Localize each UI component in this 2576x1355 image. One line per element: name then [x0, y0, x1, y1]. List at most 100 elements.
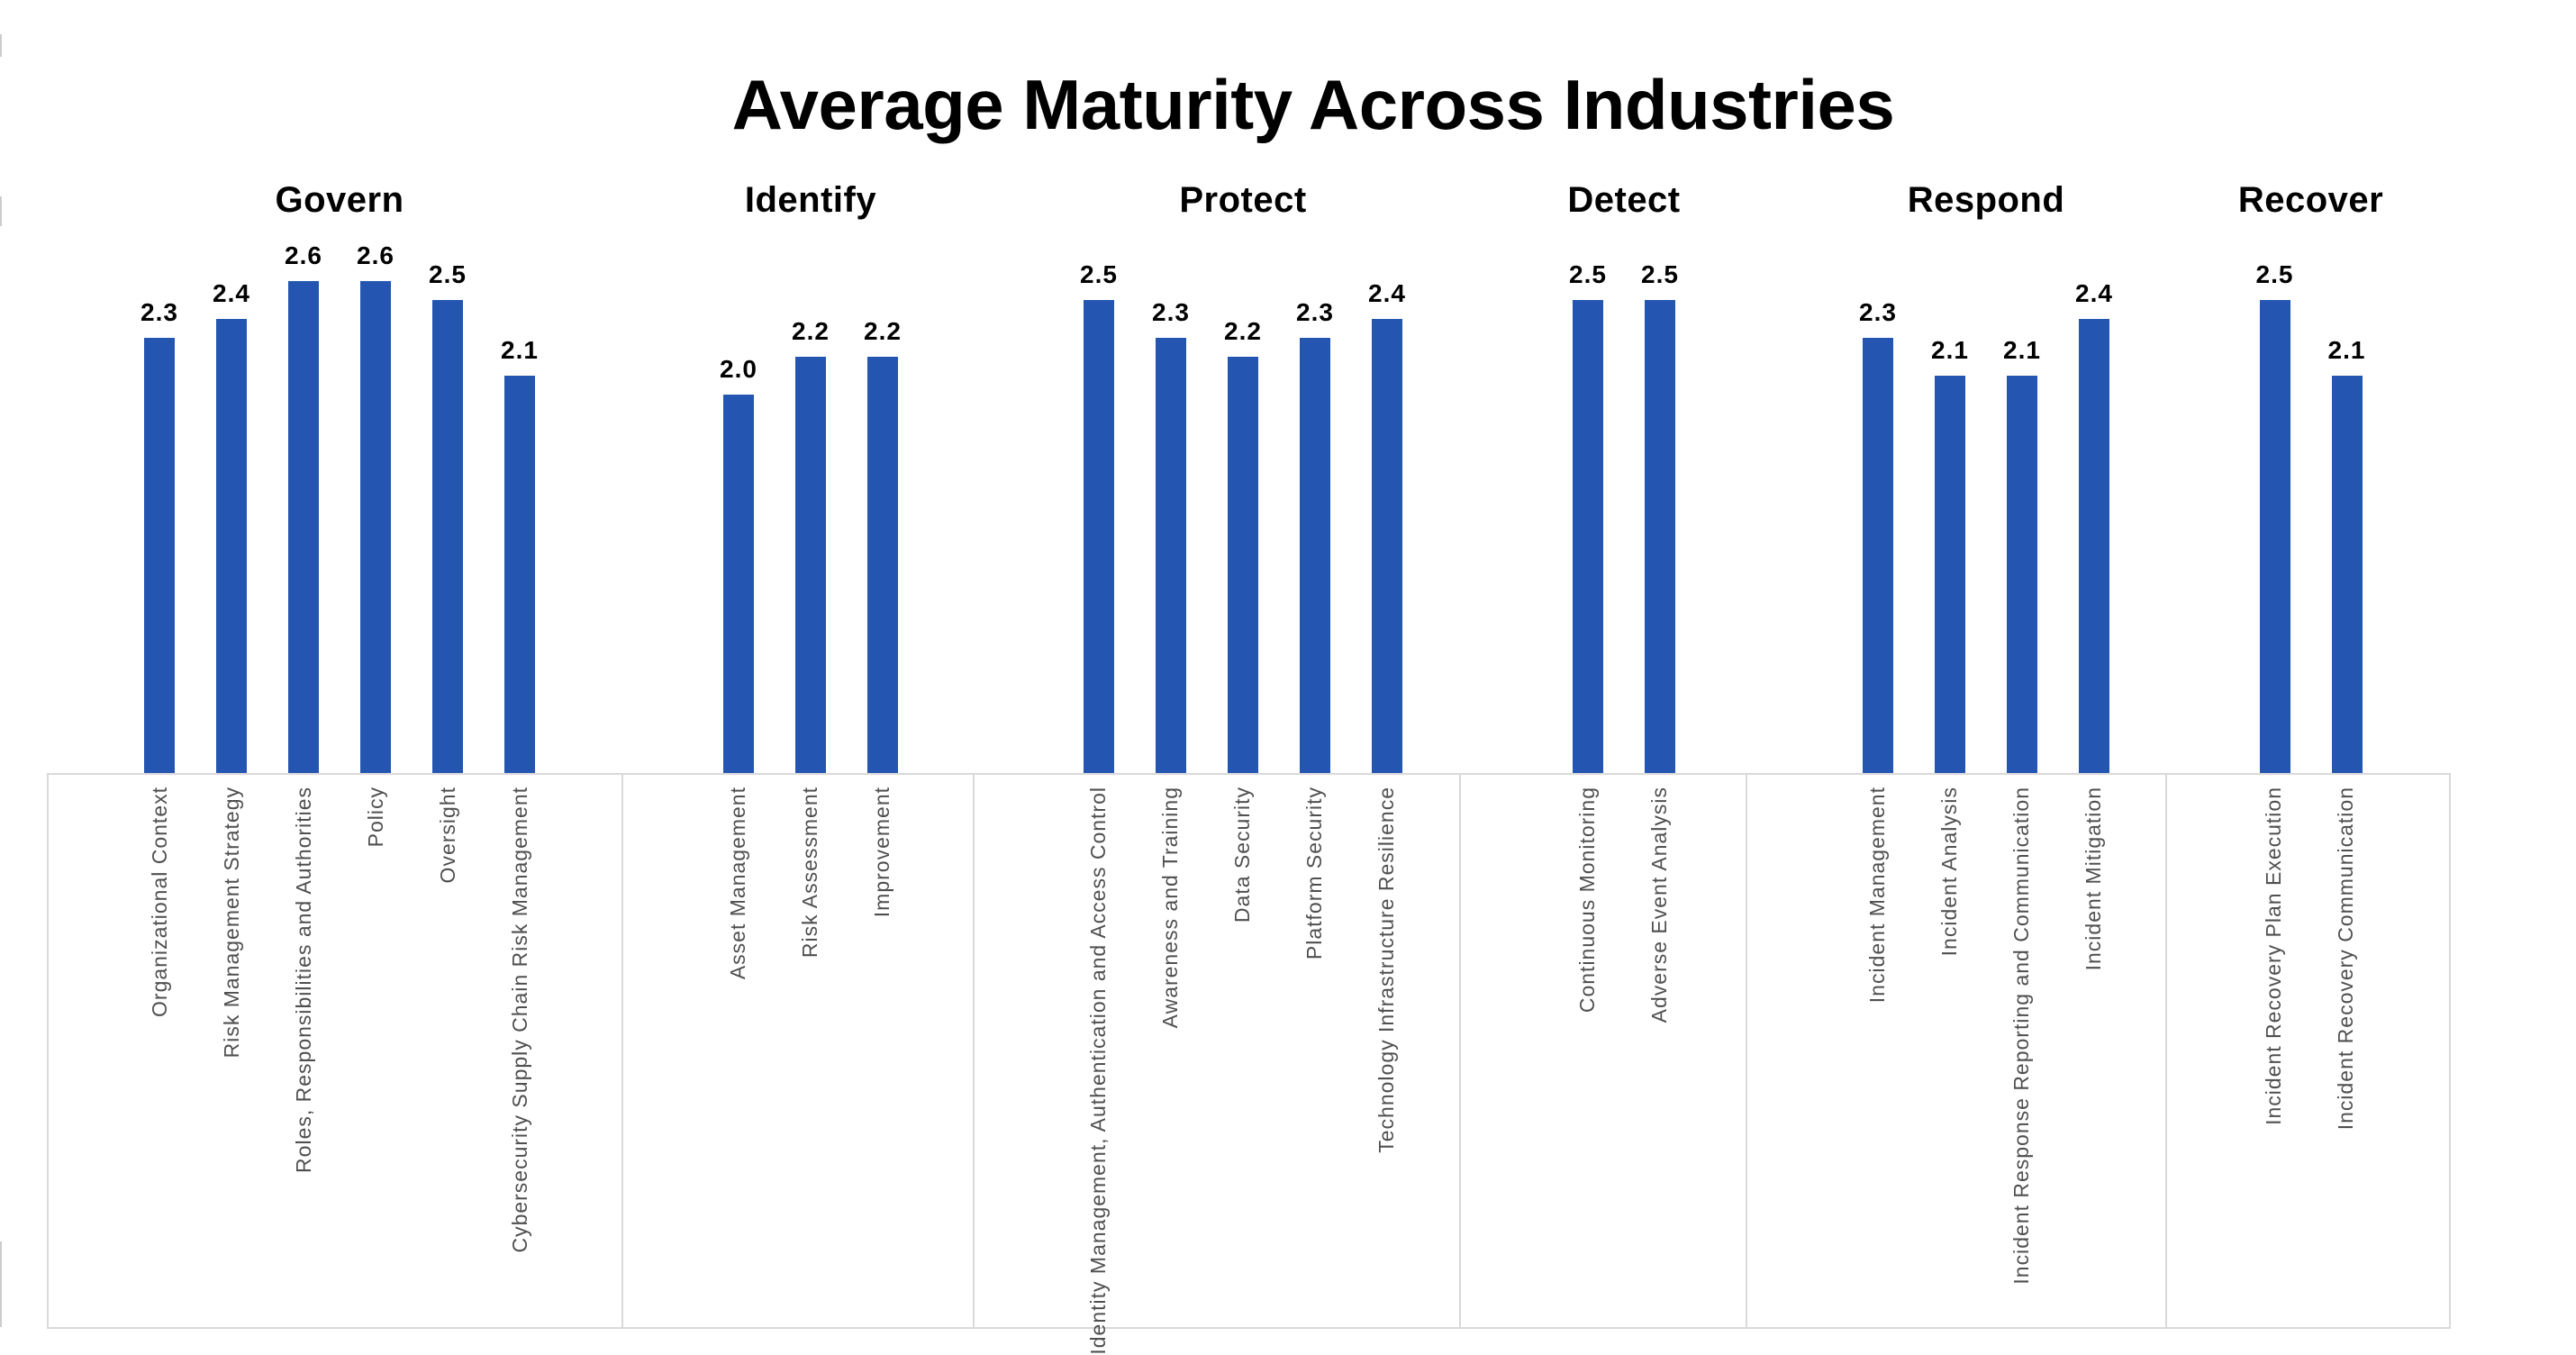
category-tick-label: Roles, Responsibilities and Authorities — [291, 787, 315, 1173]
bar-value-label: 2.2 — [864, 317, 902, 345]
category-tick: Asset Management — [722, 787, 753, 979]
group-bars-area: 2.3 2.4 2.6 2.6 2.5 2.1 — [47, 229, 623, 773]
category-tick-label: Awareness and Training — [1157, 787, 1182, 1029]
bar: 2.5 — [1569, 260, 1606, 773]
category-group-panel: Protect 2.5 2.3 2.2 2.3 2.4 Identity Managem… — [975, 171, 1461, 1355]
bar-value-label: 2.5 — [429, 260, 467, 288]
bar: 2.2 — [864, 317, 901, 773]
bar-value-label: 2.5 — [1641, 260, 1679, 288]
group-tick-labels-area: Asset Management Risk Assessment Improveme… — [623, 773, 975, 1329]
bar-value-label: 2.2 — [1224, 317, 1262, 345]
category-tick-label: Asset Management — [725, 787, 749, 980]
bar: 2.5 — [429, 260, 466, 773]
bar: 2.1 — [501, 336, 538, 773]
category-tick: Incident Recovery Communication — [2331, 787, 2362, 1130]
category-tick: Incident Management — [1862, 787, 1892, 1003]
category-tick: Policy — [360, 787, 391, 847]
category-tick-label: Incident Mitigation — [2081, 787, 2105, 971]
page-edge-artifact — [0, 34, 2, 57]
category-tick: Continuous Monitoring — [1572, 787, 1602, 1013]
bar: 2.6 — [357, 241, 394, 773]
category-group-panel: Govern 2.3 2.4 2.6 2.6 2.5 2.1 Organizational… — [47, 171, 623, 1329]
group-header-label: Respond — [1907, 179, 2065, 220]
category-tick: Incident Response Reporting and Communic… — [2006, 787, 2036, 1285]
group-header-label: Govern — [275, 179, 404, 220]
category-tick-label: Incident Management — [1864, 787, 1889, 1004]
category-tick: Awareness and Training — [1155, 787, 1185, 1028]
group-bars-area: 2.5 2.5 — [1461, 229, 1747, 773]
group-header-label: Recover — [2237, 179, 2384, 220]
category-tick-label: Policy — [363, 787, 387, 848]
bar: 2.5 — [2256, 260, 2292, 773]
bar-value-label: 2.1 — [1931, 336, 1969, 364]
bar: 2.5 — [1641, 260, 1678, 773]
category-tick-label: Oversight — [435, 787, 459, 884]
bar-value-label: 2.4 — [2075, 279, 2113, 307]
category-tick: Adverse Event Analysis — [1644, 787, 1674, 1023]
category-tick: Organizational Context — [144, 787, 175, 1017]
category-tick-label: Continuous Monitoring — [1574, 787, 1599, 1014]
category-tick-label: Technology Infrastructure Resilience — [1374, 787, 1398, 1153]
category-tick-label: Organizational Context — [147, 787, 171, 1017]
category-tick-label: Risk Management Strategy — [219, 787, 243, 1059]
bar: 2.1 — [1931, 336, 1968, 773]
bar-value-label: 2.3 — [1152, 298, 1190, 326]
category-tick: Oversight — [432, 787, 463, 883]
page-edge-artifact — [0, 196, 2, 226]
bar: 2.0 — [720, 355, 757, 773]
group-tick-labels-area: Continuous Monitoring Adverse Event Analy… — [1461, 773, 1747, 1329]
bar-value-label: 2.1 — [2003, 336, 2041, 364]
group-tick-labels-area: Identity Management, Authentication and … — [975, 773, 1461, 1355]
bar-value-label: 2.3 — [141, 298, 178, 326]
group-bars-area: 2.0 2.2 2.2 — [623, 229, 975, 773]
category-tick: Cybersecurity Supply Chain Risk Manageme… — [504, 787, 535, 1253]
bar-value-label: 2.6 — [285, 241, 322, 269]
bar: 2.1 — [2328, 336, 2364, 773]
bar: 2.3 — [1296, 298, 1333, 773]
bar-value-label: 2.0 — [720, 355, 757, 383]
category-tick-label: Cybersecurity Supply Chain Risk Manageme… — [507, 787, 531, 1253]
category-tick: Incident Recovery Plan Execution — [2259, 787, 2290, 1125]
bar-value-label: 2.6 — [357, 241, 395, 269]
category-tick-label: Platform Security — [1302, 787, 1326, 960]
category-tick: Roles, Responsibilities and Authorities — [288, 787, 319, 1173]
category-tick: Incident Analysis — [1934, 787, 1964, 956]
bar-value-label: 2.4 — [213, 279, 250, 307]
group-tick-labels-area: Incident Management Incident Analysis Inci… — [1747, 773, 2167, 1329]
category-tick: Improvement — [866, 787, 897, 917]
bar: 2.1 — [2003, 336, 2040, 773]
bar-chart: Govern 2.3 2.4 2.6 2.6 2.5 2.1 Organizational… — [47, 171, 2451, 1355]
bar: 2.4 — [2075, 279, 2112, 773]
group-header-label: Protect — [1179, 179, 1307, 220]
bar: 2.4 — [213, 279, 249, 773]
category-tick-label: Incident Response Reporting and Communic… — [2009, 787, 2033, 1285]
category-tick-label: Incident Analysis — [1937, 787, 1961, 957]
category-tick: Data Security — [1227, 787, 1257, 923]
page-edge-artifact — [0, 1241, 2, 1327]
bar-value-label: 2.4 — [1368, 279, 1406, 307]
bar: 2.6 — [285, 241, 322, 773]
chart-title: Average Maturity Across Industries — [731, 65, 1895, 144]
bar-value-label: 2.5 — [2255, 260, 2294, 288]
category-tick-label: Improvement — [869, 787, 893, 918]
category-tick: Platform Security — [1299, 787, 1329, 959]
group-header-label: Identify — [744, 179, 877, 220]
category-group-panel: Recover 2.5 2.1 Incident Recovery Plan Ex… — [2167, 171, 2451, 1329]
bar: 2.3 — [1152, 298, 1189, 773]
category-tick: Incident Mitigation — [2078, 787, 2109, 970]
category-tick: Technology Infrastructure Resilience — [1371, 787, 1401, 1153]
category-group-panel: Detect 2.5 2.5 Continuous Monitoring Adver… — [1461, 171, 1747, 1329]
group-tick-labels-area: Organizational Context Risk Management St… — [47, 773, 623, 1329]
bar: 2.4 — [1368, 279, 1405, 773]
bar-value-label: 2.3 — [1296, 298, 1334, 326]
category-tick: Risk Management Strategy — [216, 787, 247, 1058]
category-group-panel: Identify 2.0 2.2 2.2 Asset Management Risk … — [623, 171, 975, 1329]
bar-value-label: 2.3 — [1859, 298, 1897, 326]
category-tick-label: Identity Management, Authentication and … — [1085, 787, 1110, 1355]
group-bars-area: 2.5 2.3 2.2 2.3 2.4 — [975, 229, 1461, 773]
category-tick-label: Risk Assessment — [797, 787, 821, 959]
bar-value-label: 2.1 — [2327, 336, 2366, 364]
group-header-label: Detect — [1567, 179, 1681, 220]
group-bars-area: 2.3 2.1 2.1 2.4 — [1747, 229, 2167, 773]
bar: 2.2 — [1224, 317, 1261, 773]
